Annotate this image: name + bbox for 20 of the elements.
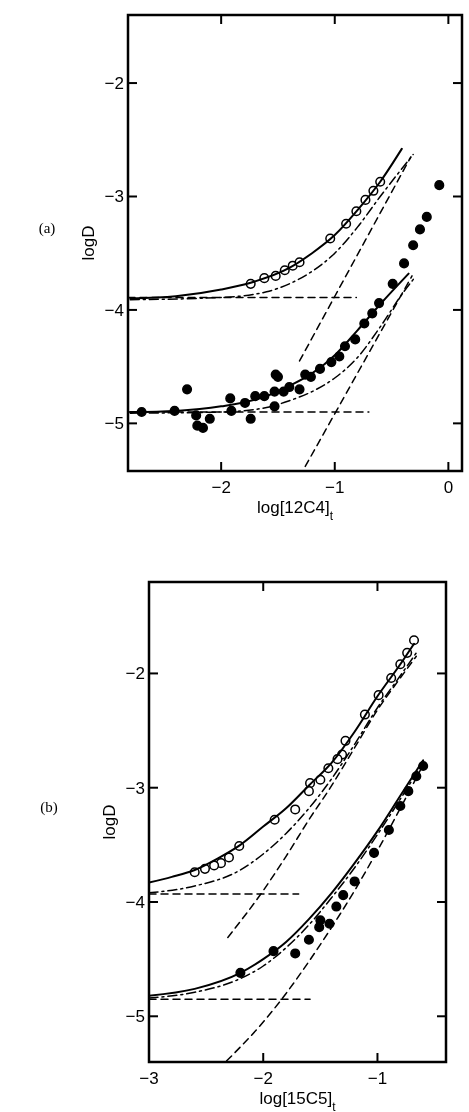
- x-tick-label: 0: [443, 478, 454, 497]
- y-axis-title: logD: [79, 225, 98, 261]
- x-tick-label: −2: [211, 478, 231, 497]
- y-axis-title: logD: [100, 804, 119, 840]
- x-axis-title: log[12C4]$_{t}$: [256, 498, 334, 523]
- y-tick-label: −2: [104, 74, 124, 94]
- y-tick-label: −3: [125, 778, 145, 798]
- text: (a): [38, 220, 56, 237]
- y-tick-label: −3: [104, 187, 124, 207]
- text: (b): [40, 799, 58, 816]
- x-tick-label: −1: [325, 478, 345, 497]
- x-tick-label: −3: [139, 1069, 159, 1088]
- y-tick-label: −5: [104, 414, 124, 434]
- x-tick-label: −2: [253, 1069, 273, 1088]
- x-axis-title: log[15C5]$_{t}$: [259, 1089, 337, 1112]
- y-tick-label: −5: [125, 1007, 145, 1027]
- y-tick-label: −4: [125, 893, 145, 912]
- y-tick-label: −2: [125, 664, 145, 684]
- x-tick-label: −1: [367, 1069, 388, 1088]
- y-tick-label: −4: [104, 300, 124, 320]
